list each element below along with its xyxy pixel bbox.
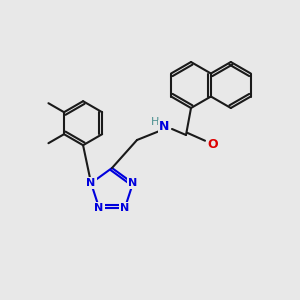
Text: N: N <box>128 178 137 188</box>
Text: N: N <box>120 203 130 213</box>
Text: H: H <box>151 117 159 127</box>
Text: N: N <box>159 121 169 134</box>
Text: N: N <box>86 178 96 188</box>
Text: N: N <box>94 203 104 213</box>
Text: O: O <box>208 137 218 151</box>
